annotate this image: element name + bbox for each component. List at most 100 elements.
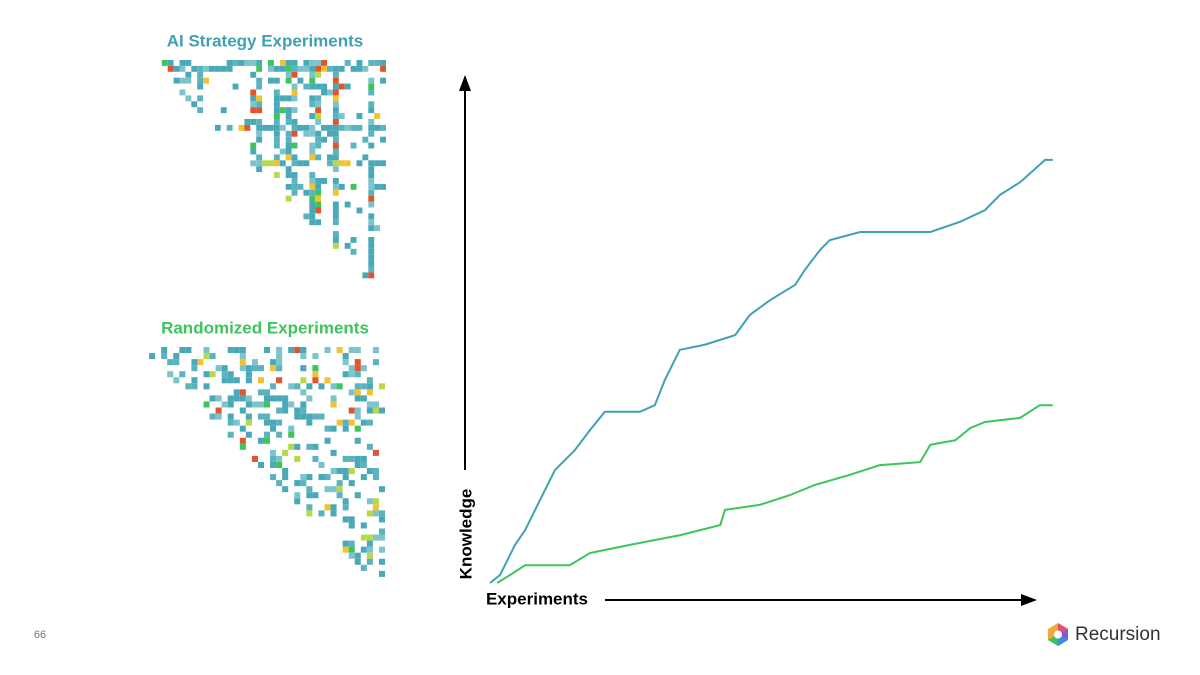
heatmap-cell [221, 401, 228, 408]
heatmap-cell [332, 95, 339, 102]
heatmap-cell [372, 401, 379, 408]
heatmap-cell [309, 124, 316, 131]
heatmap-cell [173, 353, 180, 360]
heatmap-cell [285, 77, 292, 84]
heatmap-cell [327, 130, 333, 137]
heatmap-cell [332, 101, 339, 108]
heatmap-cell [291, 95, 298, 102]
heatmap-cell [338, 160, 345, 167]
heatmap-cell [312, 365, 319, 372]
heatmap-cell [191, 383, 198, 390]
heatmap-cell [324, 474, 331, 481]
heatmap-cell [315, 207, 322, 214]
heatmap-cell [332, 166, 339, 173]
heatmap-cell [374, 124, 381, 131]
heatmap-cell [294, 383, 301, 390]
heatmap-cell [348, 546, 355, 553]
heatmap-cell [330, 395, 337, 402]
heatmap-cell [191, 65, 198, 72]
heatmap-cell [185, 383, 192, 390]
heatmap-cell [324, 437, 331, 444]
heatmap-cell [360, 461, 367, 468]
heatmap-cell [338, 183, 345, 190]
heatmap-cell [262, 124, 268, 131]
heatmap-cell [354, 395, 361, 402]
heatmap-cell [344, 201, 351, 208]
heatmap-cell [197, 77, 204, 84]
heatmap-cell [368, 213, 375, 220]
heatmap-cell [291, 160, 298, 167]
heatmap-cell [321, 89, 327, 96]
heatmap-cell [315, 183, 322, 190]
heatmap-cell [245, 365, 252, 372]
heatmap-cell [220, 65, 227, 72]
heatmap-cell [203, 65, 209, 72]
heatmap-cell [303, 124, 310, 131]
heatmap-cell [273, 65, 280, 72]
heatmap-cell [309, 201, 316, 208]
heatmap-cell [378, 546, 385, 553]
heatmap-cell [372, 534, 379, 541]
heatmap-cell [338, 65, 345, 72]
heatmap-cell [348, 389, 355, 396]
heatmap-cell [306, 413, 313, 420]
heatmap-cell [256, 101, 263, 108]
heatmap-cell [309, 77, 316, 84]
heatmap-cell [360, 455, 367, 462]
heatmap-cell [380, 136, 386, 143]
heatmap-cell [233, 347, 240, 354]
heatmap-cell [245, 401, 252, 408]
heatmap-cell [215, 395, 222, 402]
heatmap-cell [303, 83, 310, 90]
heatmap-cell [342, 516, 349, 523]
heatmap-cell [315, 113, 322, 119]
heatmap-cell [338, 124, 345, 131]
heatmap-cell [324, 347, 331, 354]
heatmap-cell [257, 437, 264, 444]
heatmap-cell [327, 160, 333, 167]
heatmap-cell [291, 107, 298, 114]
heatmap-cell [366, 540, 373, 547]
heatmap-cell [173, 359, 180, 366]
heatmap-cell [368, 89, 375, 96]
heatmap-cell [309, 65, 316, 72]
heatmap-cell [264, 395, 271, 402]
heatmap-cell [288, 431, 295, 438]
heatmap-cell [366, 443, 373, 450]
heatmap-cell [276, 419, 283, 426]
heatmap-cell [315, 95, 322, 102]
heatmap-cell [239, 359, 246, 366]
heatmap-cell [297, 160, 304, 167]
heatmap-cell [332, 130, 339, 137]
heatmap-cell [368, 219, 375, 226]
heatmap-cell [239, 395, 246, 402]
heatmap-cell [264, 347, 271, 354]
heatmap-cell [366, 377, 373, 384]
heatmap-cell [344, 242, 351, 249]
heatmap-cell [288, 383, 295, 390]
heatmap-cell [185, 347, 192, 354]
heatmap-cell [344, 124, 351, 131]
heatmap-cell [360, 365, 367, 372]
heatmap-cell [270, 365, 277, 372]
heatmap-cell [336, 480, 343, 487]
heatmap-cell [197, 95, 204, 102]
heatmap-cell [348, 407, 355, 414]
heatmap-cell [374, 183, 381, 190]
heatmap-cell [378, 407, 385, 414]
heatmap-cell [288, 401, 295, 408]
heatmap-cell [251, 359, 258, 366]
heatmap-cell [330, 510, 337, 517]
heatmap-cell [239, 347, 246, 354]
heatmap-cell [318, 413, 325, 420]
heatmap-cell [251, 365, 258, 372]
heatmap-cell [203, 383, 210, 390]
heatmap-cell [366, 383, 373, 390]
heatmap-cell [300, 377, 307, 384]
heatmap-cell [324, 486, 331, 493]
heatmap-cell [256, 130, 263, 137]
heatmap-cell [239, 407, 246, 414]
heatmap-cell [285, 154, 292, 161]
heatmap-cell [285, 148, 292, 155]
heatmap-cell [291, 124, 298, 131]
